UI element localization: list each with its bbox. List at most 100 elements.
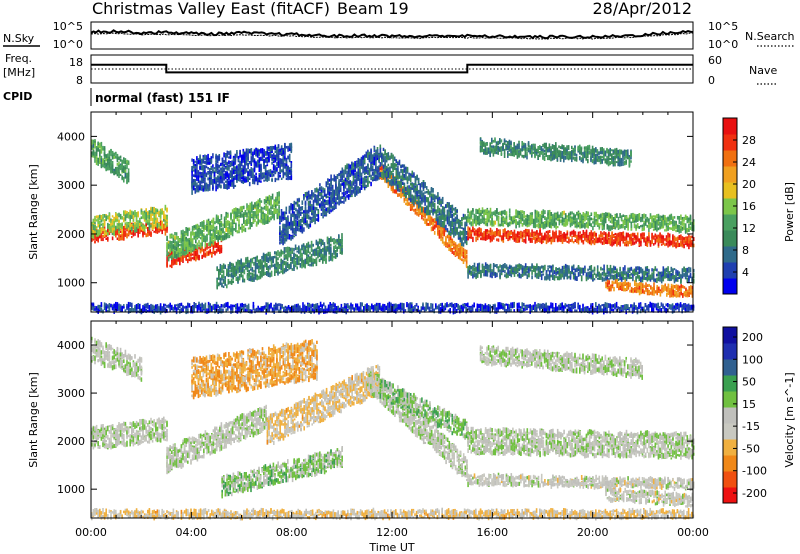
power-cell-1123 (196, 231, 199, 237)
power-cell-4423 (395, 174, 398, 179)
power-cell-1850 (261, 270, 263, 277)
power-cell-1789 (250, 275, 252, 282)
power-cell-409 (134, 224, 136, 230)
power-cell-3730 (263, 150, 265, 153)
power-cell-4943 (475, 232, 477, 236)
power-cell-539 (161, 208, 163, 213)
power-cell-96 (123, 230, 125, 236)
power-cell-1785 (248, 271, 250, 277)
power-cell-1012 (180, 244, 183, 247)
power-cell-4792 (449, 220, 452, 226)
power-cell-1032 (182, 244, 184, 251)
power-cell-204 (163, 224, 165, 230)
power-cell-347 (118, 223, 120, 229)
power-cell-3802 (271, 178, 273, 181)
power-cell-3795 (271, 156, 273, 159)
power-cell-1915 (274, 268, 276, 273)
power-cell-4526 (411, 198, 414, 204)
power-cell-3994 (387, 177, 390, 181)
power-cell-4317 (381, 160, 383, 166)
power-cell-2803 (341, 201, 344, 204)
power-cell-4788 (448, 221, 450, 226)
power-cell-3805 (272, 173, 275, 177)
power-cell-4505 (408, 194, 410, 199)
power-cell-4572 (416, 191, 418, 197)
power-cell-3844 (277, 149, 280, 155)
power-cell-4490 (405, 186, 407, 191)
power-cell-1581 (275, 208, 277, 215)
power-cell-4453 (400, 181, 402, 187)
power-cell-321 (113, 221, 115, 228)
power-cell-2516 (307, 214, 310, 220)
power-cell-2270 (279, 229, 281, 235)
power-cell-3778 (268, 159, 270, 163)
power-cell-683 (110, 154, 112, 157)
power-cell-3236 (205, 187, 208, 192)
power-cell-1918 (274, 256, 276, 259)
power-cell-4320 (381, 171, 383, 178)
power-cell-646 (103, 154, 106, 160)
power-cell-222 (91, 226, 93, 231)
power-cell-467 (147, 219, 149, 226)
power-cell-3271 (210, 156, 213, 161)
power-cell-341 (118, 212, 120, 218)
power-cell-336 (116, 218, 119, 222)
power-cell-3222 (204, 154, 206, 161)
power-cell-946 (167, 256, 170, 262)
power-cell-1086 (190, 236, 192, 242)
power-cell-1639 (221, 274, 223, 279)
power-cell-1976 (286, 251, 289, 255)
power-cell-490 (151, 217, 154, 222)
power-cell-4656 (429, 192, 431, 198)
power-cell-955 (169, 240, 171, 244)
power-cell-3493 (236, 172, 238, 177)
power-cell-2889 (352, 176, 355, 182)
power-cell-3079 (375, 154, 377, 161)
power-cell-297 (108, 213, 111, 219)
power-cell-860 (195, 249, 197, 253)
power-cell-3919 (285, 163, 288, 167)
power-cell-3439 (229, 172, 232, 175)
power-cell-1663 (227, 280, 230, 285)
power-cell-3798 (271, 158, 273, 161)
power-cell-371 (124, 214, 127, 220)
power-cell-2009 (291, 251, 294, 254)
power-cell-3563 (242, 168, 245, 175)
power-cell-1154 (203, 226, 205, 231)
power-cell-2276 (279, 217, 281, 220)
power-cell-39 (102, 230, 104, 235)
power-cell-1391 (243, 205, 245, 210)
power-cell-3229 (204, 173, 206, 180)
power-cell-2616 (319, 204, 321, 207)
power-cell-77 (116, 228, 119, 234)
power-cell-2818 (343, 172, 345, 178)
power-cell-1319 (230, 222, 232, 228)
power-cell-648 (103, 146, 106, 151)
power-cell-3852 (277, 161, 280, 166)
power-cell-3503 (237, 165, 240, 172)
power-cell-2410 (295, 221, 297, 228)
power-cell-4906 (464, 240, 466, 244)
power-cell-1362 (238, 231, 240, 234)
power-cell-1100 (193, 231, 195, 236)
power-cell-447 (142, 211, 144, 214)
power-cell-420 (135, 212, 138, 217)
power-cell-1218 (212, 240, 215, 243)
power-cell-2574 (314, 195, 316, 201)
power-cell-4247 (453, 241, 455, 244)
power-cell-2318 (283, 230, 286, 236)
power-cell-1473 (257, 202, 259, 206)
power-cell-1295 (227, 226, 229, 233)
power-cell-3513 (237, 175, 240, 180)
power-cell-3456 (231, 179, 233, 183)
power-cell-1040 (183, 240, 186, 247)
power-cell-427 (137, 220, 139, 227)
power-cell-313 (111, 228, 114, 233)
power-cell-3922 (285, 166, 288, 170)
power-cell-3162 (196, 182, 198, 188)
power-cell-1267 (220, 214, 223, 218)
power-cell-2590 (317, 188, 320, 192)
power-cell-1282 (223, 216, 226, 219)
power-cell-579 (91, 145, 93, 149)
power-cell-1912 (274, 251, 276, 255)
